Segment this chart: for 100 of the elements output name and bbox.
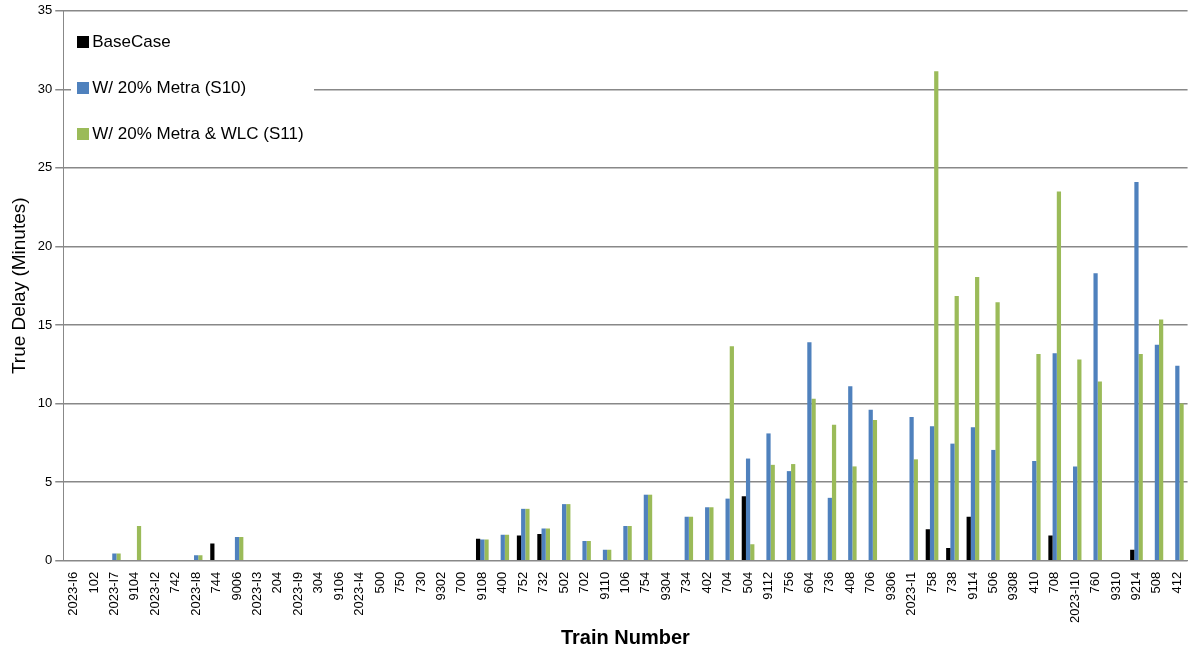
bar xyxy=(791,464,796,560)
x-tick-label: 2023-I2 xyxy=(146,571,162,616)
x-tick-label: 756 xyxy=(780,571,796,594)
bar xyxy=(582,541,587,560)
x-tick-label: 2023-I3 xyxy=(249,571,265,616)
bar xyxy=(643,494,648,560)
x-tick-label: 2023-I8 xyxy=(187,571,203,616)
x-tick-label: 734 xyxy=(678,571,694,594)
x-tick-label: 730 xyxy=(412,571,428,594)
x-tick-label: 410 xyxy=(1025,571,1041,594)
bar xyxy=(831,424,837,560)
x-tick-label: 2023-I10 xyxy=(1066,571,1082,624)
x-tick-label: 9308 xyxy=(1005,571,1021,601)
x-tick-label: 758 xyxy=(923,571,939,594)
x-tick-label: 2023-I1 xyxy=(903,571,919,616)
bar xyxy=(504,534,510,560)
x-tick-label: 708 xyxy=(1046,571,1062,594)
x-tick-label: 750 xyxy=(392,571,408,594)
bar xyxy=(786,471,792,560)
bar xyxy=(1052,353,1057,560)
x-tick-label: 2023-I6 xyxy=(65,571,81,616)
bar xyxy=(1056,191,1062,560)
bar xyxy=(607,549,612,560)
bar xyxy=(1154,344,1160,560)
bar xyxy=(521,508,526,560)
bar xyxy=(602,549,608,560)
legend-label: BaseCase xyxy=(92,31,171,52)
y-axis-title: True Delay (Minutes) xyxy=(7,197,29,375)
bar xyxy=(516,535,522,560)
bar xyxy=(725,498,730,560)
x-axis-title: Train Number xyxy=(560,625,691,648)
x-tick-label: 706 xyxy=(862,571,878,594)
x-tick-label: 9110 xyxy=(596,571,612,600)
x-tick-label: 9106 xyxy=(330,571,346,601)
bar xyxy=(913,459,918,560)
bar xyxy=(745,458,751,560)
bar xyxy=(909,416,914,560)
x-tick-label: 400 xyxy=(494,571,510,594)
bar xyxy=(1073,466,1078,560)
bar xyxy=(116,553,121,560)
bar xyxy=(136,526,142,560)
bar xyxy=(950,443,955,560)
x-tick-label: 9310 xyxy=(1107,571,1123,601)
x-tick-label: 506 xyxy=(984,571,1000,594)
bar xyxy=(709,507,714,560)
x-tick-label: 508 xyxy=(1148,571,1164,594)
bar xyxy=(1134,182,1139,560)
x-tick-label: 504 xyxy=(739,571,755,594)
x-tick-label: 9104 xyxy=(126,571,142,601)
bar xyxy=(811,398,816,560)
bar xyxy=(705,507,710,560)
bar xyxy=(1048,535,1053,560)
bar xyxy=(1130,549,1135,560)
x-tick-label: 106 xyxy=(616,571,632,594)
bar xyxy=(234,537,240,560)
bar xyxy=(1159,319,1164,560)
bar xyxy=(868,409,873,560)
bar xyxy=(954,295,959,560)
x-tick-label: 9108 xyxy=(473,571,489,601)
x-tick-label: 742 xyxy=(167,571,183,594)
bar xyxy=(741,496,746,560)
bar xyxy=(995,302,1000,560)
y-tick-label: 25 xyxy=(37,159,53,175)
x-tick-label: 9114 xyxy=(964,571,980,600)
bar xyxy=(647,494,653,560)
bar xyxy=(627,526,632,560)
x-tick-label: 408 xyxy=(841,571,857,594)
bar xyxy=(194,555,199,560)
y-tick-label: 0 xyxy=(45,552,53,568)
bar xyxy=(586,541,591,560)
x-tick-label: 732 xyxy=(535,571,551,594)
x-tick-label: 402 xyxy=(698,571,714,594)
bar xyxy=(766,433,771,560)
bar xyxy=(545,528,550,560)
x-tick-label: 736 xyxy=(821,571,837,594)
bar xyxy=(729,346,734,560)
bar xyxy=(750,544,755,560)
x-tick-label: 700 xyxy=(453,571,469,594)
bar xyxy=(991,449,996,560)
bar xyxy=(198,555,203,560)
bar xyxy=(239,537,244,560)
bar xyxy=(1036,354,1041,560)
x-tick-label: 744 xyxy=(208,571,224,594)
x-tick-label: 2023-I9 xyxy=(289,571,305,616)
bar xyxy=(566,504,571,560)
y-tick-label: 10 xyxy=(37,395,53,411)
x-tick-label: 760 xyxy=(1087,571,1103,594)
x-tick-label: 2023-I4 xyxy=(351,571,367,616)
bar xyxy=(537,533,542,560)
x-tick-label: 9304 xyxy=(657,571,673,601)
bar xyxy=(688,516,694,560)
y-tick-label: 5 xyxy=(45,473,53,489)
bar xyxy=(872,420,878,560)
bar xyxy=(1175,365,1180,560)
x-tick-label: 9112 xyxy=(760,571,776,600)
bar xyxy=(525,508,530,560)
x-tick-label: 502 xyxy=(555,571,571,594)
bar xyxy=(1077,359,1082,560)
bar xyxy=(827,497,832,560)
x-tick-label: 704 xyxy=(719,571,735,594)
